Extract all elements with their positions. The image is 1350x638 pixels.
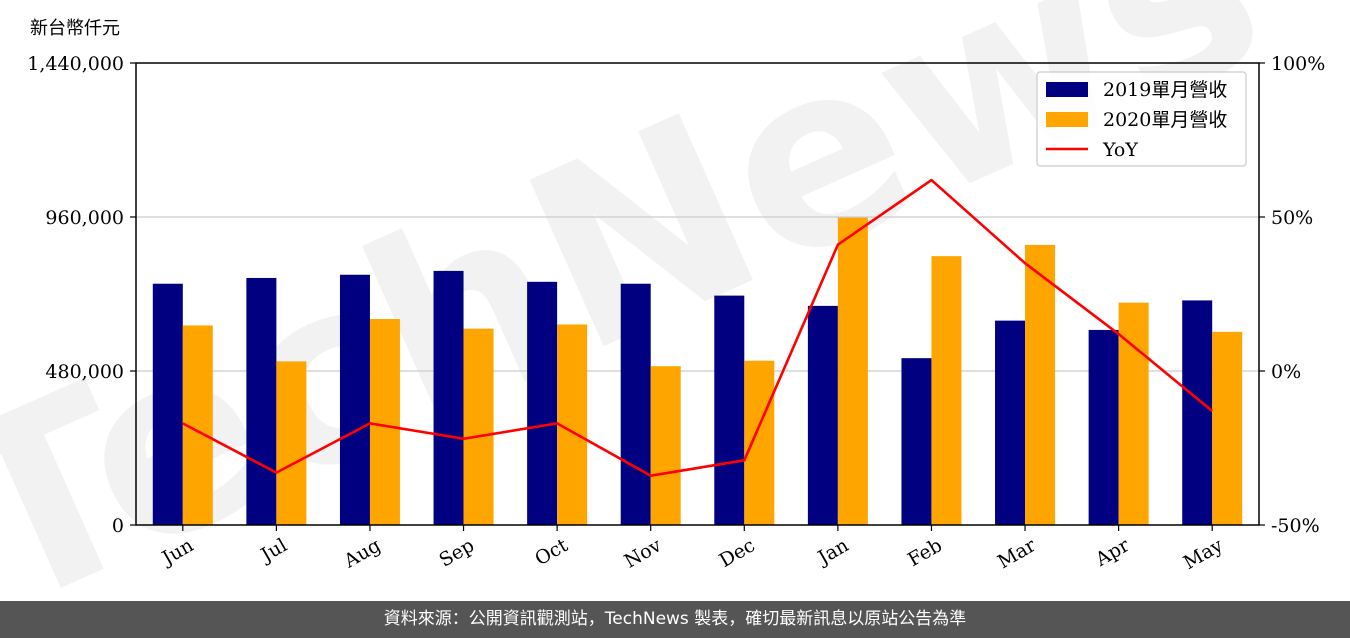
bar-2019-sep (433, 270, 464, 525)
x-tick-label: Jan (813, 534, 853, 570)
bars (152, 217, 1243, 525)
bar-2019-oct (527, 281, 558, 525)
legend-label: 2019單月營收 (1103, 79, 1227, 101)
y-right-tick-label: 100% (1271, 53, 1325, 75)
bar-2020-nov (650, 366, 681, 525)
bar-2020-mar (1025, 244, 1056, 525)
legend-swatch (1046, 112, 1088, 127)
x-tick-label: Nov (621, 534, 666, 573)
plot-frame (135, 62, 1260, 526)
y-right-tick-label: -50% (1271, 515, 1320, 537)
bar-2020-sep (463, 328, 494, 525)
y-left-tick-label: 960,000 (45, 207, 124, 229)
legend: 2019單月營收 2020單月營收 YoY (1036, 71, 1247, 167)
y-right-tick-label: 0% (1271, 361, 1301, 383)
revenue-chart: TechNews 0480,000960,0001,440,000-50%0%5… (0, 0, 1325, 600)
y-left-tick-label: 480,000 (45, 361, 124, 383)
bar-2020-aug (369, 319, 400, 525)
x-tick-label: Dec (716, 534, 759, 572)
legend-label: 2020單月營收 (1103, 109, 1227, 131)
legend-swatch (1046, 82, 1088, 97)
bar-2020-may (1212, 331, 1243, 525)
bar-2020-feb (931, 256, 962, 525)
x-tick-label: Feb (904, 534, 946, 571)
legend-box (1036, 71, 1247, 167)
x-tick-label: Sep (435, 534, 478, 571)
x-tick-label: Aug (340, 534, 385, 573)
x-tick-label: Mar (994, 534, 1040, 573)
bar-2019-mar (995, 320, 1026, 525)
gridlines (136, 216, 1259, 372)
bar-2019-apr (1088, 329, 1119, 525)
bar-2019-may (1182, 300, 1213, 525)
bar-2020-jul (276, 361, 307, 525)
bar-2019-feb (901, 358, 932, 525)
bar-2019-aug (339, 274, 370, 525)
yoy-line (182, 178, 1214, 478)
bar-2020-jan (837, 217, 868, 525)
bar-2019-jan (807, 305, 838, 525)
y-axis-unit-label: 新台幣仟元 (30, 18, 120, 39)
x-tick-label: May (1180, 534, 1227, 574)
bar-2020-apr (1118, 302, 1149, 525)
bar-2019-nov (620, 283, 651, 525)
bar-2019-jun (152, 283, 183, 525)
yoy-line-group (182, 178, 1214, 478)
x-tick-label: Apr (1091, 534, 1134, 571)
legend-label: YoY (1102, 139, 1138, 161)
bar-2020-dec (744, 360, 775, 525)
bar-2019-dec (714, 295, 745, 525)
source-footer: 資料來源：公開資訊觀測站，TechNews 製表，確切最新訊息以原站公告為準 (0, 601, 1350, 638)
bar-2019-jul (246, 277, 277, 525)
y-right-tick-label: 50% (1271, 207, 1313, 229)
y-left-tick-label: 0 (112, 515, 124, 537)
y-left-tick-label: 1,440,000 (27, 53, 124, 75)
x-tick-label: Oct (531, 534, 572, 570)
